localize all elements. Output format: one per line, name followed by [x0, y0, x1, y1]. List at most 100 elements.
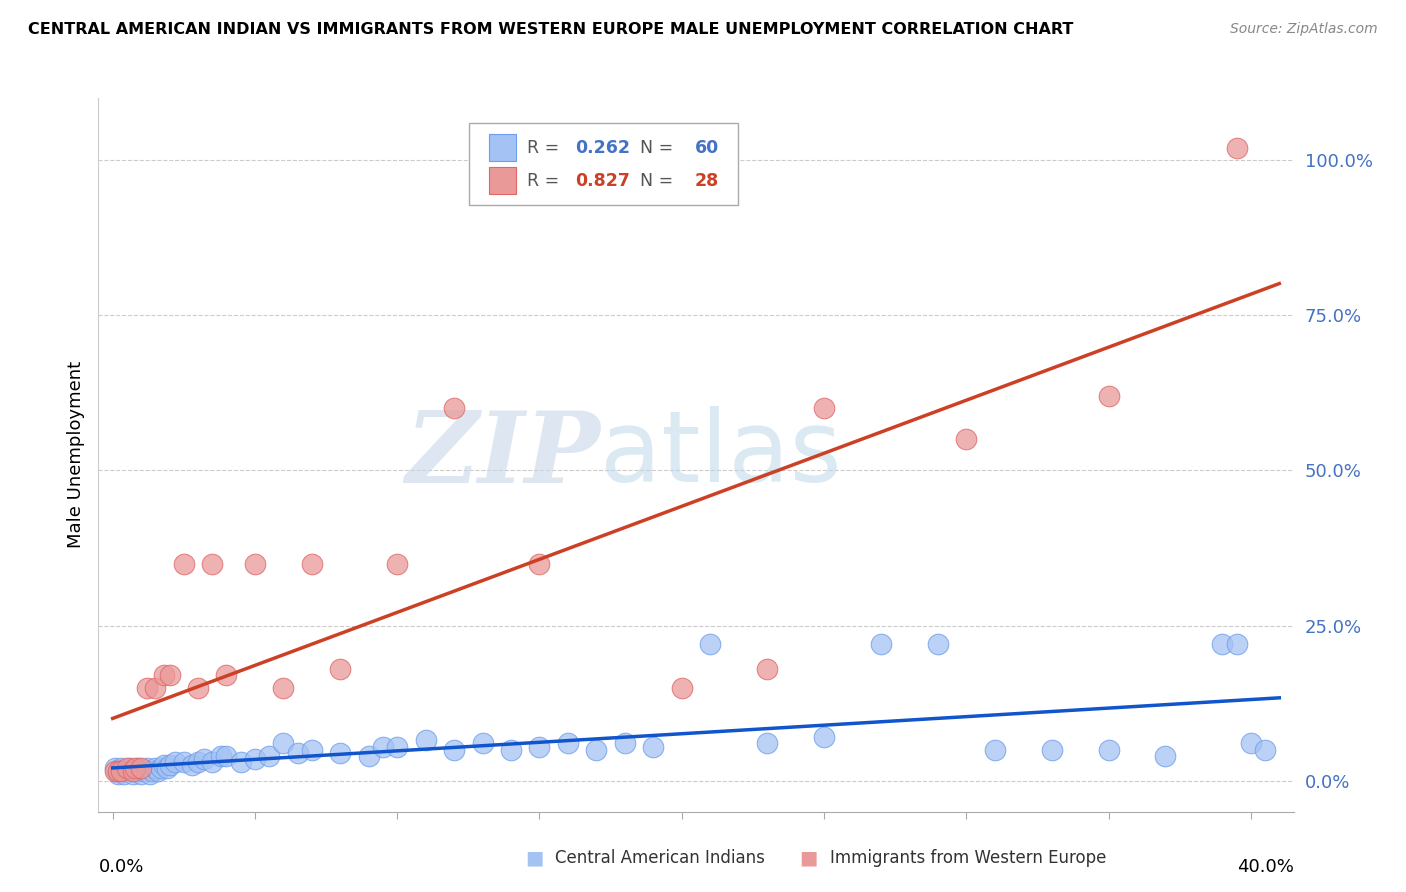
Point [273, 736, 295, 750]
Point [443, 401, 465, 416]
Text: 0.827: 0.827 [575, 171, 630, 190]
Text: ZIP: ZIP [405, 407, 600, 503]
Text: 0.0%: 0.0% [98, 858, 143, 876]
Point [173, 557, 195, 571]
Point [287, 746, 309, 760]
Text: R =: R = [527, 138, 565, 157]
Point [371, 739, 394, 754]
Point [301, 557, 323, 571]
Point [187, 755, 209, 769]
Point [357, 748, 380, 763]
Point [443, 742, 465, 756]
FancyBboxPatch shape [470, 123, 738, 205]
Point [1226, 141, 1249, 155]
Point [165, 755, 187, 769]
Point [984, 742, 1007, 756]
Point [141, 764, 163, 779]
Point [110, 761, 132, 775]
Bar [489, 167, 516, 194]
Point [138, 767, 160, 781]
Point [215, 668, 238, 682]
Point [870, 637, 893, 651]
Point [499, 742, 522, 756]
Point [115, 761, 138, 775]
Text: N =: N = [628, 171, 679, 190]
Point [699, 637, 721, 651]
Point [643, 739, 665, 754]
Point [187, 681, 209, 695]
Point [671, 681, 693, 695]
Point [156, 761, 179, 775]
Point [215, 748, 238, 763]
Point [756, 662, 779, 676]
Text: Immigrants from Western Europe: Immigrants from Western Europe [830, 849, 1107, 867]
Point [1154, 748, 1177, 763]
Point [118, 761, 141, 775]
Point [529, 739, 551, 754]
Text: ■: ■ [799, 848, 818, 868]
Point [143, 681, 166, 695]
Point [415, 733, 437, 747]
Text: N =: N = [628, 138, 679, 157]
Point [813, 731, 835, 745]
Point [243, 557, 266, 571]
Point [104, 764, 127, 779]
Point [385, 739, 409, 754]
Point [756, 736, 779, 750]
Point [1097, 389, 1119, 403]
Point [1040, 742, 1063, 756]
Text: ■: ■ [524, 848, 544, 868]
Text: R =: R = [527, 171, 565, 190]
Point [557, 736, 579, 750]
Point [181, 758, 204, 772]
Text: 28: 28 [695, 171, 718, 190]
Text: 0.262: 0.262 [575, 138, 630, 157]
Point [585, 742, 607, 756]
Point [243, 752, 266, 766]
Point [135, 681, 157, 695]
Point [955, 433, 977, 447]
Point [124, 764, 146, 779]
Point [159, 668, 181, 682]
Point [209, 748, 232, 763]
Point [159, 758, 181, 772]
Text: 60: 60 [695, 138, 718, 157]
Text: atlas: atlas [600, 407, 842, 503]
Point [529, 557, 551, 571]
Point [153, 758, 176, 772]
Point [1226, 637, 1249, 651]
Point [107, 767, 129, 781]
Point [329, 746, 352, 760]
Point [129, 767, 152, 781]
Point [927, 637, 949, 651]
Point [257, 748, 280, 763]
Point [201, 557, 224, 571]
Point [1211, 637, 1233, 651]
Text: 40.0%: 40.0% [1237, 858, 1294, 876]
Point [121, 764, 143, 779]
Point [121, 767, 143, 781]
Point [127, 761, 149, 775]
Text: Source: ZipAtlas.com: Source: ZipAtlas.com [1230, 22, 1378, 37]
Point [135, 761, 157, 775]
Point [193, 752, 215, 766]
Point [107, 764, 129, 779]
Point [813, 401, 835, 416]
Point [301, 742, 323, 756]
Point [329, 662, 352, 676]
Bar [489, 134, 516, 161]
Point [115, 764, 138, 779]
Point [201, 755, 224, 769]
Point [153, 668, 176, 682]
Point [104, 761, 127, 775]
Point [124, 761, 146, 775]
Point [613, 736, 636, 750]
Point [385, 557, 409, 571]
Point [173, 755, 195, 769]
Point [112, 767, 135, 781]
Text: Central American Indians: Central American Indians [555, 849, 765, 867]
Point [273, 681, 295, 695]
Point [143, 761, 166, 775]
Point [129, 761, 152, 775]
Point [1240, 736, 1263, 750]
